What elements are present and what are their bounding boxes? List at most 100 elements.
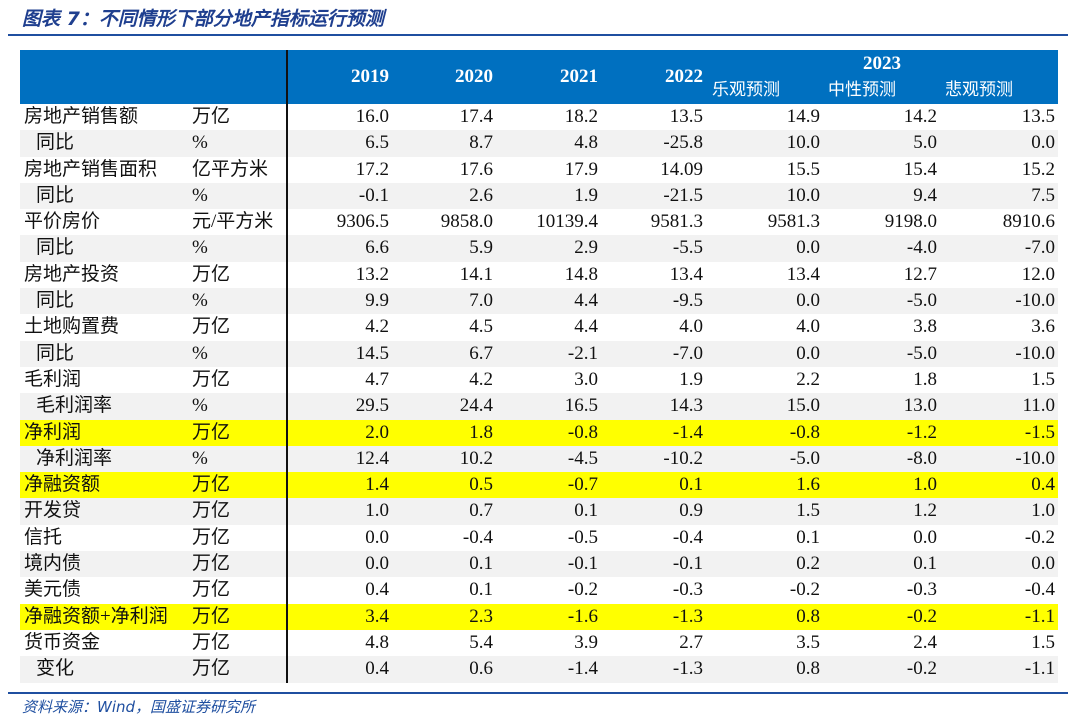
cell-value: -1.4 (672, 421, 703, 443)
row-unit: 万亿 (192, 106, 231, 127)
cell-value: -0.3 (906, 579, 937, 601)
row-unit: % (192, 395, 208, 417)
cell-value: 11.0 (1022, 395, 1055, 417)
cell-value: 4.0 (679, 316, 703, 338)
cell-value: -8.0 (906, 447, 937, 469)
row-label: 同比 (36, 237, 75, 259)
header-year: 2019 (351, 66, 389, 87)
cell-value: -0.2 (906, 605, 937, 627)
cell-value: 3.0 (574, 368, 598, 390)
cell-value: 1.2 (913, 500, 937, 522)
cell-value: 2.7 (679, 631, 703, 653)
column-divider (286, 419, 288, 446)
cell-value: 29.5 (355, 395, 389, 417)
cell-value: 4.8 (574, 132, 598, 154)
row-unit: % (192, 342, 208, 364)
cell-value: 1.9 (574, 184, 598, 206)
table-row: 美元债 万亿 0.4 0.1 -0.2 -0.3 -0.2 -0.3 -0.4 (20, 577, 1058, 604)
cell-value: 6.5 (365, 132, 389, 154)
title-divider (8, 34, 1068, 36)
cell-value: 4.2 (469, 368, 493, 390)
cell-value: -5.0 (789, 447, 820, 469)
header-scenario: 悲观预测 (945, 80, 1013, 100)
cell-value: 9306.5 (336, 211, 389, 233)
cell-value: 5.9 (469, 237, 493, 259)
cell-value: 13.2 (355, 263, 389, 285)
source-note: 资料来源：Wind，国盛证券研究所 (22, 698, 256, 716)
cell-value: 12.4 (355, 447, 389, 469)
cell-value: -1.1 (1024, 605, 1055, 627)
row-unit: 万亿 (192, 474, 231, 496)
cell-value: -7.0 (672, 342, 703, 364)
header-group-year: 2023 (863, 53, 901, 74)
cell-value: 9858.0 (440, 211, 493, 233)
row-label: 土地购置费 (24, 316, 120, 338)
cell-value: -0.4 (672, 526, 703, 548)
row-unit: 万亿 (192, 579, 231, 601)
cell-value: -1.4 (567, 658, 598, 680)
cell-value: 17.2 (355, 158, 389, 180)
row-label: 净融资额+净利润 (24, 605, 168, 627)
cell-value: 4.7 (365, 368, 389, 390)
cell-value: 13.5 (1021, 106, 1055, 127)
table-row: 同比% 6.5 8.7 4.8 -25.8 10.0 5.0 0.0 (20, 130, 1058, 157)
table-row: 平价房价 元/平方米 9306.5 9858.0 10139.4 9581.3 9581.3… (20, 209, 1058, 236)
cell-value: 16.5 (564, 395, 598, 417)
cell-value: -0.1 (567, 553, 598, 575)
cell-value: 14.2 (903, 106, 937, 127)
table-row: 信托 万亿 0.0 -0.4 -0.5 -0.4 0.1 0.0 -0.2 (20, 524, 1058, 552)
table-row: 变化 万亿 0.4 0.6 -1.4 -1.3 0.8 -0.2 -1.1 (20, 656, 1058, 683)
figure-title: 图表 7：不同情形下部分地产指标运行预测 (22, 8, 384, 30)
header-year: 2020 (455, 66, 493, 87)
cell-value: 13.0 (903, 395, 937, 417)
table-row: 房地产销售额 万亿 16.0 17.4 18.2 13.5 14.9 14.2 13.5 (20, 104, 1058, 131)
row-label: 净利润 (24, 421, 82, 443)
cell-value: -10.2 (663, 447, 703, 469)
cell-value: -0.2 (567, 579, 598, 601)
cell-value: -5.0 (906, 342, 937, 364)
cell-value: -0.2 (906, 658, 937, 680)
cell-value: 0.4 (1031, 474, 1055, 496)
cell-value: 0.1 (469, 579, 493, 601)
table-row: 毛利润 万亿 4.7 4.2 3.0 1.9 2.2 1.8 1.5 (20, 366, 1058, 394)
cell-value: 10.0 (786, 132, 820, 154)
cell-value: 15.2 (1021, 158, 1055, 180)
row-unit: 万亿 (192, 263, 231, 285)
row-unit: 万亿 (192, 500, 231, 522)
cell-value: -1.6 (567, 605, 598, 627)
cell-value: 0.0 (796, 237, 820, 259)
cell-value: -0.1 (358, 184, 389, 206)
table-row: 房地产销售面积 亿平方米 17.2 17.6 17.9 14.09 15.5 15.4 15.2 (20, 156, 1058, 183)
cell-value: -4.5 (567, 447, 598, 469)
row-label: 货币资金 (24, 631, 101, 653)
cell-value: 13.5 (669, 106, 703, 127)
cell-value: 24.4 (459, 395, 493, 417)
row-label: 房地产销售额 (24, 106, 139, 127)
table-row: 净利润 万亿 2.0 1.8 -0.8 -1.4 -0.8 -1.2 -1.5 (20, 419, 1058, 446)
row-label: 毛利润 (24, 368, 82, 390)
cell-value: 14.3 (669, 395, 703, 417)
column-divider (286, 340, 288, 367)
column-divider (286, 104, 288, 131)
column-divider (286, 366, 288, 394)
row-unit: 万亿 (192, 526, 231, 548)
table-header: 2019 2020 2021 2022 2023 乐观预测 中性预测 悲观预测 (20, 50, 1058, 104)
cell-value: 15.4 (903, 158, 937, 180)
row-unit: % (192, 237, 208, 259)
cell-value: 12.7 (903, 263, 937, 285)
column-divider (286, 445, 288, 473)
column-divider (286, 472, 288, 499)
cell-value: 1.4 (365, 474, 389, 496)
cell-value: -0.5 (567, 526, 598, 548)
cell-value: -0.2 (1024, 526, 1055, 548)
cell-value: 18.2 (564, 106, 598, 127)
row-label: 变化 (36, 658, 75, 680)
column-divider (286, 603, 288, 630)
cell-value: 0.6 (469, 658, 493, 680)
cell-value: 4.4 (574, 290, 598, 312)
column-divider (286, 629, 288, 657)
cell-value: 0.5 (469, 474, 493, 496)
header-scenario: 乐观预测 (712, 80, 780, 100)
cell-value: 0.4 (365, 579, 389, 601)
table-row: 同比% 6.6 5.9 2.9 -5.5 0.0 -4.0 -7.0 (20, 235, 1058, 262)
